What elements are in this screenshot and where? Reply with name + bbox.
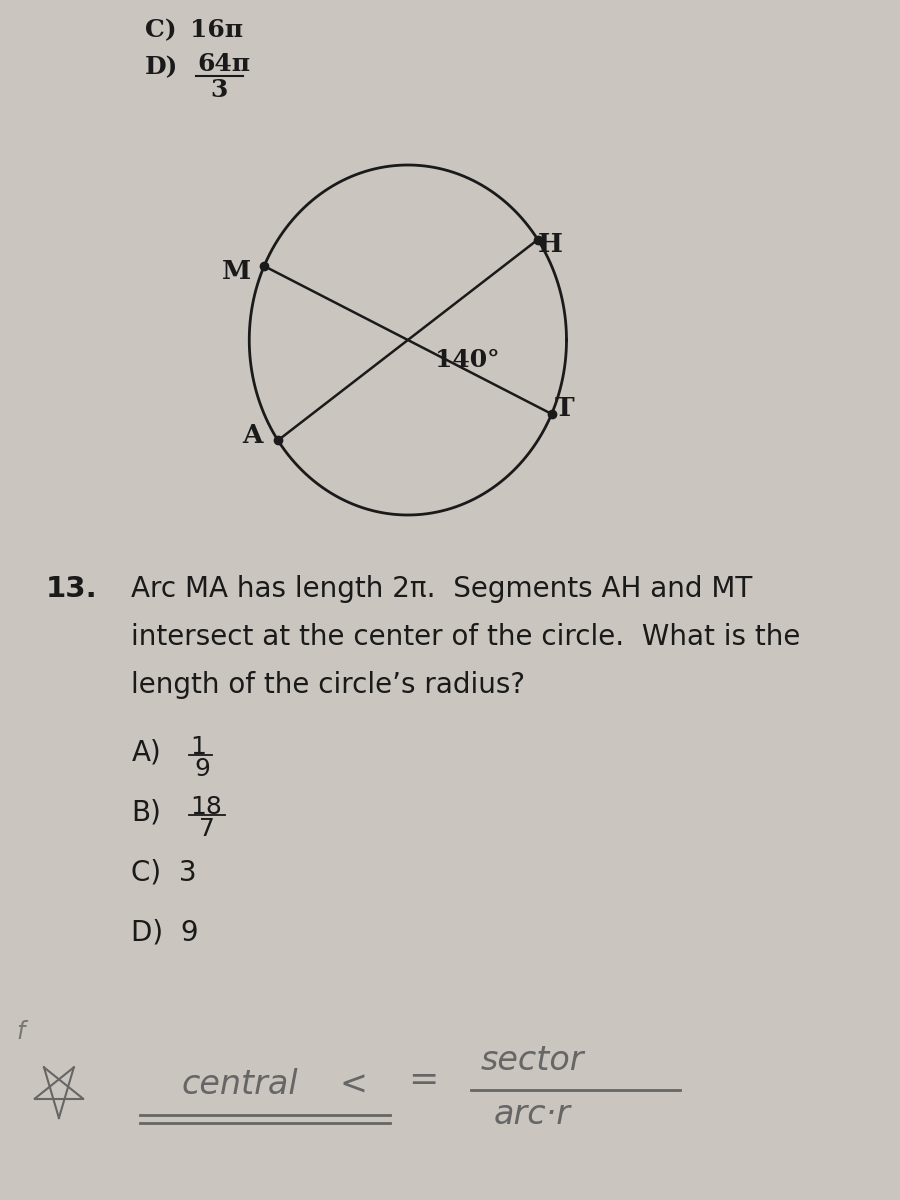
Text: <: < (340, 1068, 368, 1102)
Text: C): C) (145, 18, 176, 42)
Text: =: = (408, 1063, 438, 1097)
Text: f: f (16, 1020, 24, 1044)
Text: 16π: 16π (190, 18, 244, 42)
Text: 1: 1 (190, 734, 206, 758)
Text: B): B) (131, 799, 161, 827)
Text: 7: 7 (200, 817, 215, 841)
Text: central: central (181, 1068, 298, 1102)
Text: D): D) (145, 55, 178, 79)
Text: A: A (242, 422, 263, 448)
Text: 3: 3 (211, 78, 228, 102)
Text: T: T (554, 396, 574, 421)
Text: M: M (222, 258, 252, 283)
Text: 64π: 64π (198, 52, 251, 76)
Text: 13.: 13. (45, 575, 97, 602)
Text: sector: sector (481, 1044, 584, 1076)
Text: 9: 9 (194, 757, 210, 781)
Text: length of the circle’s radius?: length of the circle’s radius? (131, 671, 526, 698)
Text: C)  3: C) 3 (131, 859, 197, 887)
Text: Arc MA has length 2π.  Segments AH and MT: Arc MA has length 2π. Segments AH and MT (131, 575, 752, 602)
Text: 140°: 140° (435, 348, 500, 372)
Text: D)  9: D) 9 (131, 919, 199, 947)
Text: intersect at the center of the circle.  What is the: intersect at the center of the circle. W… (131, 623, 801, 650)
Text: A): A) (131, 739, 161, 767)
Text: H: H (538, 232, 562, 257)
Text: arc·r: arc·r (494, 1098, 571, 1132)
Text: 18: 18 (190, 794, 222, 818)
